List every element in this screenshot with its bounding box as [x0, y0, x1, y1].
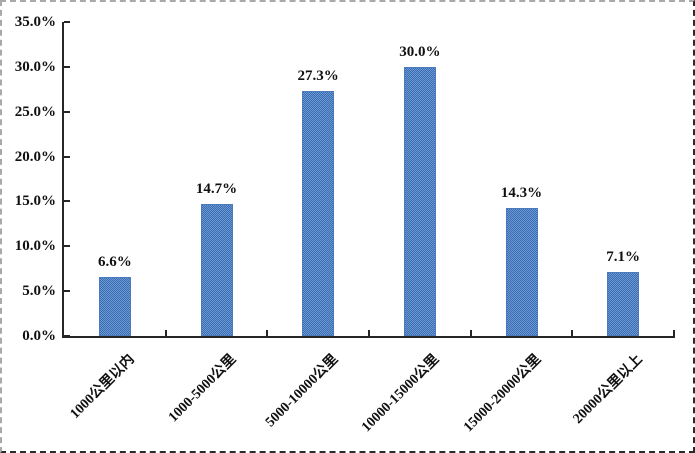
- y-axis-tick-label: 30.0%: [14, 58, 56, 75]
- y-axis-tick-label: 10.0%: [14, 238, 56, 255]
- x-axis-category-label: 1000-5000公里: [165, 352, 240, 426]
- y-tick-mark: [64, 155, 70, 158]
- y-axis-tick-label: 20.0%: [14, 148, 56, 165]
- y-axis-tick-label: 15.0%: [14, 193, 56, 210]
- bar: [505, 207, 538, 336]
- bar: [302, 91, 335, 336]
- x-tick-mark: [368, 330, 370, 336]
- bar-value-label: 7.1%: [606, 249, 641, 266]
- x-axis-category-label: 10000-15000公里: [359, 352, 443, 436]
- bar: [200, 204, 233, 336]
- bar-value-label: 30.0%: [399, 43, 441, 60]
- x-axis-category-label: 1000公里以内: [67, 352, 138, 423]
- y-axis-tick-label: 25.0%: [14, 103, 56, 120]
- y-tick-mark: [64, 335, 70, 337]
- x-tick-mark: [571, 330, 574, 336]
- bar-value-label: 6.6%: [97, 253, 132, 270]
- x-tick-mark: [673, 330, 675, 336]
- bar-value-label: 14.3%: [500, 184, 543, 201]
- x-axis-category-label: 5000-10000公里: [262, 352, 341, 431]
- bar: [98, 276, 131, 336]
- y-tick-mark: [64, 290, 70, 293]
- y-tick-mark: [64, 21, 70, 23]
- y-axis-tick-label: 0.0%: [22, 328, 56, 344]
- y-tick-mark: [64, 65, 70, 68]
- x-axis-line: [62, 336, 675, 338]
- y-tick-mark: [64, 200, 70, 203]
- y-tick-mark: [64, 245, 70, 248]
- y-tick-mark: [64, 110, 70, 113]
- x-tick-mark: [266, 330, 269, 336]
- y-axis-line: [62, 22, 64, 338]
- x-axis-category-label: 15000-20000公里: [460, 352, 545, 436]
- x-tick-mark: [164, 330, 167, 336]
- bar-value-label: 27.3%: [297, 68, 339, 85]
- bar-value-label: 14.7%: [195, 181, 238, 198]
- y-axis-tick-label: 35.0%: [14, 14, 56, 30]
- bar: [607, 272, 640, 336]
- bar: [403, 66, 436, 336]
- x-tick-mark: [469, 330, 472, 336]
- y-axis-tick-label: 5.0%: [22, 283, 56, 300]
- x-axis-category-label: 20000公里以上: [570, 352, 646, 427]
